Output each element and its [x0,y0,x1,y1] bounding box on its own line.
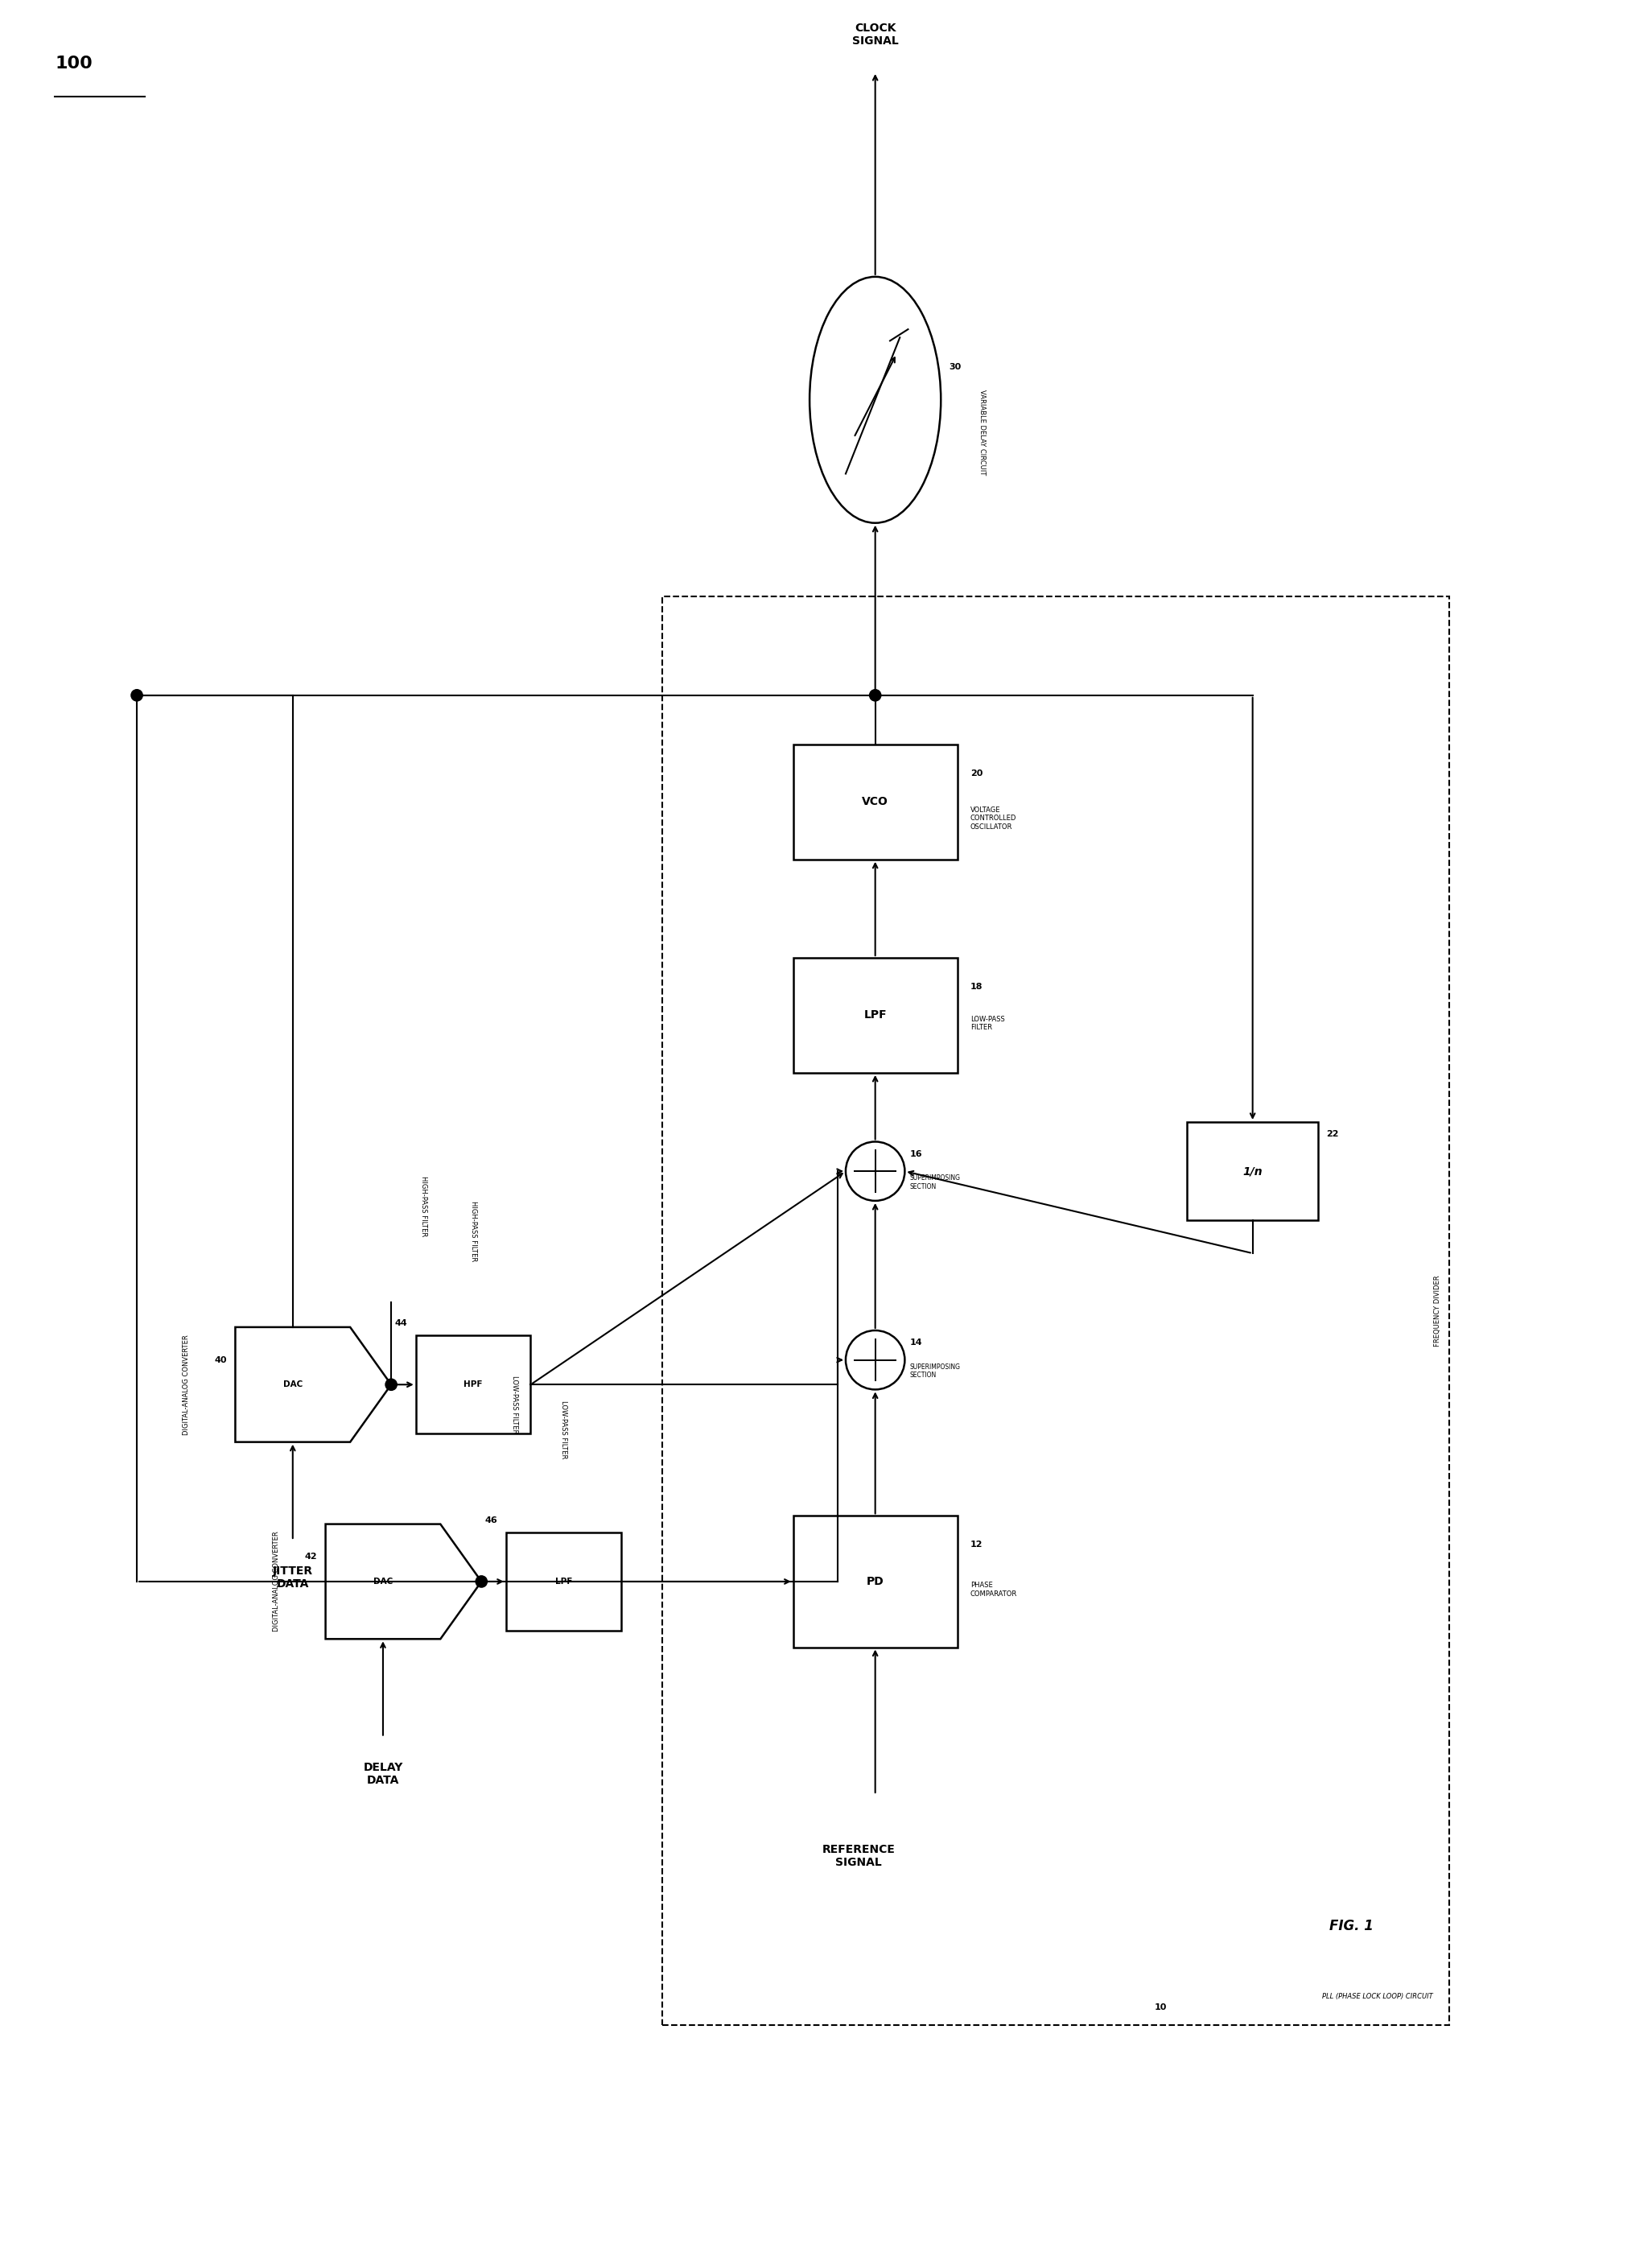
Text: VARIABLE DELAY CIRCUIT: VARIABLE DELAY CIRCUIT [978,390,986,476]
Bar [416,1335,530,1434]
Text: 12: 12 [970,1542,983,1548]
Text: 22: 22 [1327,1131,1338,1138]
Text: HIGH-PASS FILTER: HIGH-PASS FILTER [469,1201,477,1261]
Bar [793,958,957,1073]
Bar [793,745,957,859]
Text: DIGITAL-ANALOG CONVERTER: DIGITAL-ANALOG CONVERTER [182,1335,190,1434]
Text: 18: 18 [970,983,983,990]
Text: FREQUENCY DIVIDER: FREQUENCY DIVIDER [1434,1275,1441,1346]
Circle shape [869,689,881,700]
Text: 16: 16 [910,1151,922,1158]
Bar [662,597,1449,2024]
Text: JITTER
DATA: JITTER DATA [273,1564,312,1589]
Text: SUPERIMPOSING
SECTION: SUPERIMPOSING SECTION [910,1174,960,1189]
Text: 46: 46 [486,1517,497,1524]
Text: REFERENCE
SIGNAL: REFERENCE SIGNAL [823,1845,895,1869]
Bar [793,1517,957,1647]
Text: 10: 10 [1155,2004,1166,2011]
Text: CLOCK
SIGNAL: CLOCK SIGNAL [852,22,899,47]
Text: DAC: DAC [373,1578,393,1587]
Text: DIGITAL-ANALOG CONVERTER: DIGITAL-ANALOG CONVERTER [273,1530,279,1631]
Text: LPF: LPF [555,1578,572,1587]
Text: 20: 20 [970,770,983,776]
Ellipse shape [809,276,942,523]
Bar [1188,1122,1318,1221]
Text: LPF: LPF [864,1010,887,1021]
Text: VOLTAGE
CONTROLLED
OSCILLATOR: VOLTAGE CONTROLLED OSCILLATOR [970,806,1016,830]
Text: PD: PD [866,1575,884,1587]
Circle shape [131,689,142,700]
Text: 100: 100 [55,56,93,72]
Text: LOW-PASS FILTER: LOW-PASS FILTER [510,1376,517,1434]
Text: 1/n: 1/n [1242,1165,1262,1176]
Bar [506,1533,621,1631]
Text: 14: 14 [910,1340,922,1346]
Circle shape [476,1575,487,1587]
Circle shape [385,1378,396,1391]
Text: HPF: HPF [464,1380,482,1389]
Text: SUPERIMPOSING
SECTION: SUPERIMPOSING SECTION [910,1364,960,1378]
Text: 40: 40 [215,1355,226,1364]
Text: LOW-PASS FILTER: LOW-PASS FILTER [560,1400,567,1459]
Text: HIGH-PASS FILTER: HIGH-PASS FILTER [420,1176,428,1236]
Text: DAC: DAC [282,1380,302,1389]
Text: LOW-PASS
FILTER: LOW-PASS FILTER [970,1017,1004,1032]
Text: PLL (PHASE LOCK LOOP) CIRCUIT: PLL (PHASE LOCK LOOP) CIRCUIT [1322,1993,1432,1999]
Text: DELAY
DATA: DELAY DATA [363,1762,403,1786]
Text: VCO: VCO [862,797,889,808]
Text: 30: 30 [948,364,961,370]
Text: PHASE
COMPARATOR: PHASE COMPARATOR [970,1582,1018,1598]
Text: 44: 44 [395,1319,408,1326]
Text: FIG. 1: FIG. 1 [1328,1919,1373,1934]
Text: 42: 42 [304,1553,317,1562]
